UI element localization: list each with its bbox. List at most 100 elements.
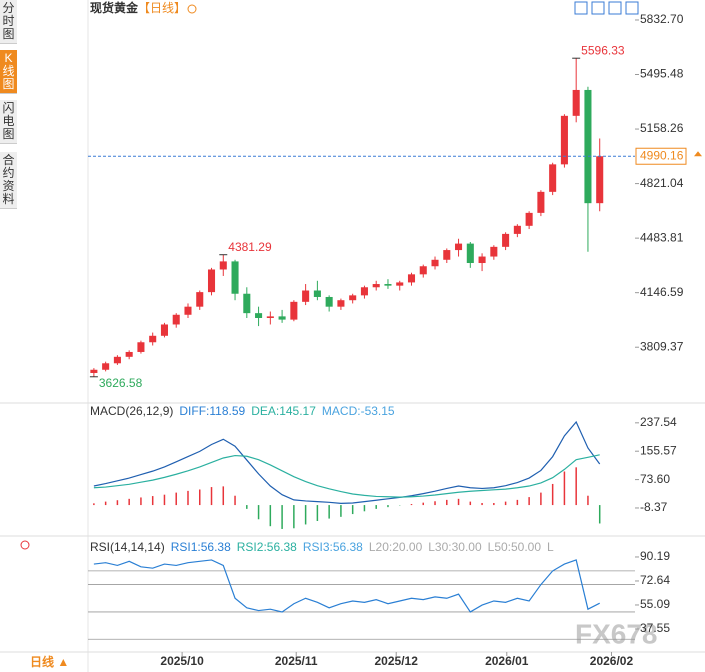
- chart-title: 现货黄金: [90, 0, 139, 15]
- legend-item: L30:30.00: [428, 540, 482, 554]
- icon: [694, 151, 702, 157]
- candle-body: [502, 233, 510, 247]
- candle-body: [560, 115, 568, 165]
- last-price-box: [635, 147, 687, 165]
- candle-body: [525, 212, 533, 226]
- y-tick-label: 72.64: [640, 573, 670, 587]
- icon[interactable]: [20, 540, 30, 550]
- candle-body: [137, 342, 145, 352]
- legend-item: DIFF:118.59: [179, 404, 245, 418]
- y-tick-label: 5832.70: [640, 12, 684, 26]
- candle-body: [349, 295, 357, 301]
- legend-item: RSI1:56.38: [171, 540, 231, 554]
- period: 【日线】: [138, 1, 186, 15]
- legend-item: L: [547, 540, 554, 554]
- candle-body: [431, 259, 439, 267]
- y-tick-label: 55.09: [640, 597, 670, 611]
- tab[interactable]: 分时图: [0, 0, 17, 44]
- candle-body: [184, 306, 192, 315]
- x-tick-label: 2026/02: [590, 654, 634, 668]
- icon[interactable]: [187, 4, 197, 14]
- candle-body: [490, 246, 498, 257]
- y-tick-label: 4821.04: [640, 176, 684, 190]
- candle-body: [243, 293, 251, 314]
- candle-body: [90, 369, 98, 373]
- annotation: 5596.33: [581, 43, 625, 57]
- legend-item: L50:50.00: [488, 540, 542, 554]
- y-tick-label: 5495.48: [640, 67, 684, 81]
- candle-body: [207, 269, 216, 293]
- annotation: 4381.29: [228, 240, 272, 254]
- candle-body: [360, 287, 368, 296]
- tab[interactable]: K线图: [0, 50, 17, 94]
- candle-body: [396, 282, 404, 286]
- candle-body: [372, 284, 380, 288]
- line: [93, 454, 600, 498]
- candle-body: [313, 290, 321, 297]
- x-tick-label: 2025/11: [275, 654, 318, 668]
- candle-body: [290, 301, 298, 320]
- x-tick-label: 2025/10: [160, 654, 204, 668]
- legend-item: MACD(26,12,9): [90, 404, 173, 418]
- legend-item: RSI2:56.38: [237, 540, 297, 554]
- candle-body: [384, 284, 392, 286]
- candle-body: [102, 363, 110, 370]
- candle-body: [478, 256, 486, 264]
- candle-body: [537, 191, 545, 213]
- candle-body: [219, 261, 227, 270]
- y-tick-label: 90.19: [640, 549, 670, 563]
- x-tick-label: 2025/12: [375, 654, 419, 668]
- legend-item: RSI3:56.38: [303, 540, 363, 554]
- candle-body: [596, 156, 604, 204]
- candle-body: [255, 313, 263, 319]
- candle-body: [455, 243, 463, 251]
- tab[interactable]: 闪电图: [0, 100, 17, 144]
- candle-body: [302, 290, 310, 302]
- annotation: 3626.58: [99, 376, 143, 390]
- y-tick-label: 73.60: [640, 472, 670, 486]
- candle-body: [172, 314, 180, 325]
- candle-body: [160, 324, 168, 336]
- candle-body: [584, 89, 592, 204]
- candle-body: [549, 164, 557, 192]
- legend-item: DEA:145.17: [251, 404, 316, 418]
- candle-body: [466, 243, 474, 264]
- candle-body: [278, 316, 286, 320]
- y-tick-label: 37.55: [640, 621, 670, 635]
- candle-body: [266, 316, 274, 319]
- legend-item: MACD:-53.15: [322, 404, 395, 418]
- candle-body: [407, 274, 416, 283]
- last-price: 4990.16: [640, 148, 684, 162]
- y-tick-label: 4483.81: [640, 230, 684, 244]
- y-tick-label: 155.57: [640, 443, 677, 457]
- candle-body: [125, 351, 133, 357]
- icon[interactable]: [591, 1, 605, 15]
- footer-period[interactable]: 日线 ▲: [30, 654, 69, 669]
- candle-body: [113, 356, 121, 364]
- y-tick-label: 3809.37: [640, 339, 684, 353]
- candle-body: [149, 335, 157, 343]
- candle-body: [325, 296, 333, 307]
- y-tick-label: -8.37: [640, 500, 668, 514]
- candle-body: [337, 300, 345, 307]
- candle-body: [196, 292, 204, 307]
- candle-body: [572, 89, 580, 116]
- line: [93, 559, 600, 613]
- line: [93, 420, 601, 504]
- legend-item: L20:20.00: [369, 540, 423, 554]
- candle-body: [513, 225, 521, 234]
- y-tick-label: 237.54: [640, 415, 677, 429]
- x-tick-label: 2026/01: [485, 654, 529, 668]
- y-tick-label: 4146.59: [640, 285, 684, 299]
- icon[interactable]: [574, 1, 588, 15]
- legend-item: RSI(14,14,14): [90, 540, 165, 554]
- y-tick-label: 5158.26: [640, 121, 684, 135]
- icon[interactable]: [608, 1, 622, 15]
- tab[interactable]: 合约资料: [0, 152, 17, 209]
- icon[interactable]: [625, 1, 639, 15]
- watermark: FX678: [575, 618, 658, 649]
- candle-body: [443, 250, 451, 260]
- candle-body: [419, 266, 427, 275]
